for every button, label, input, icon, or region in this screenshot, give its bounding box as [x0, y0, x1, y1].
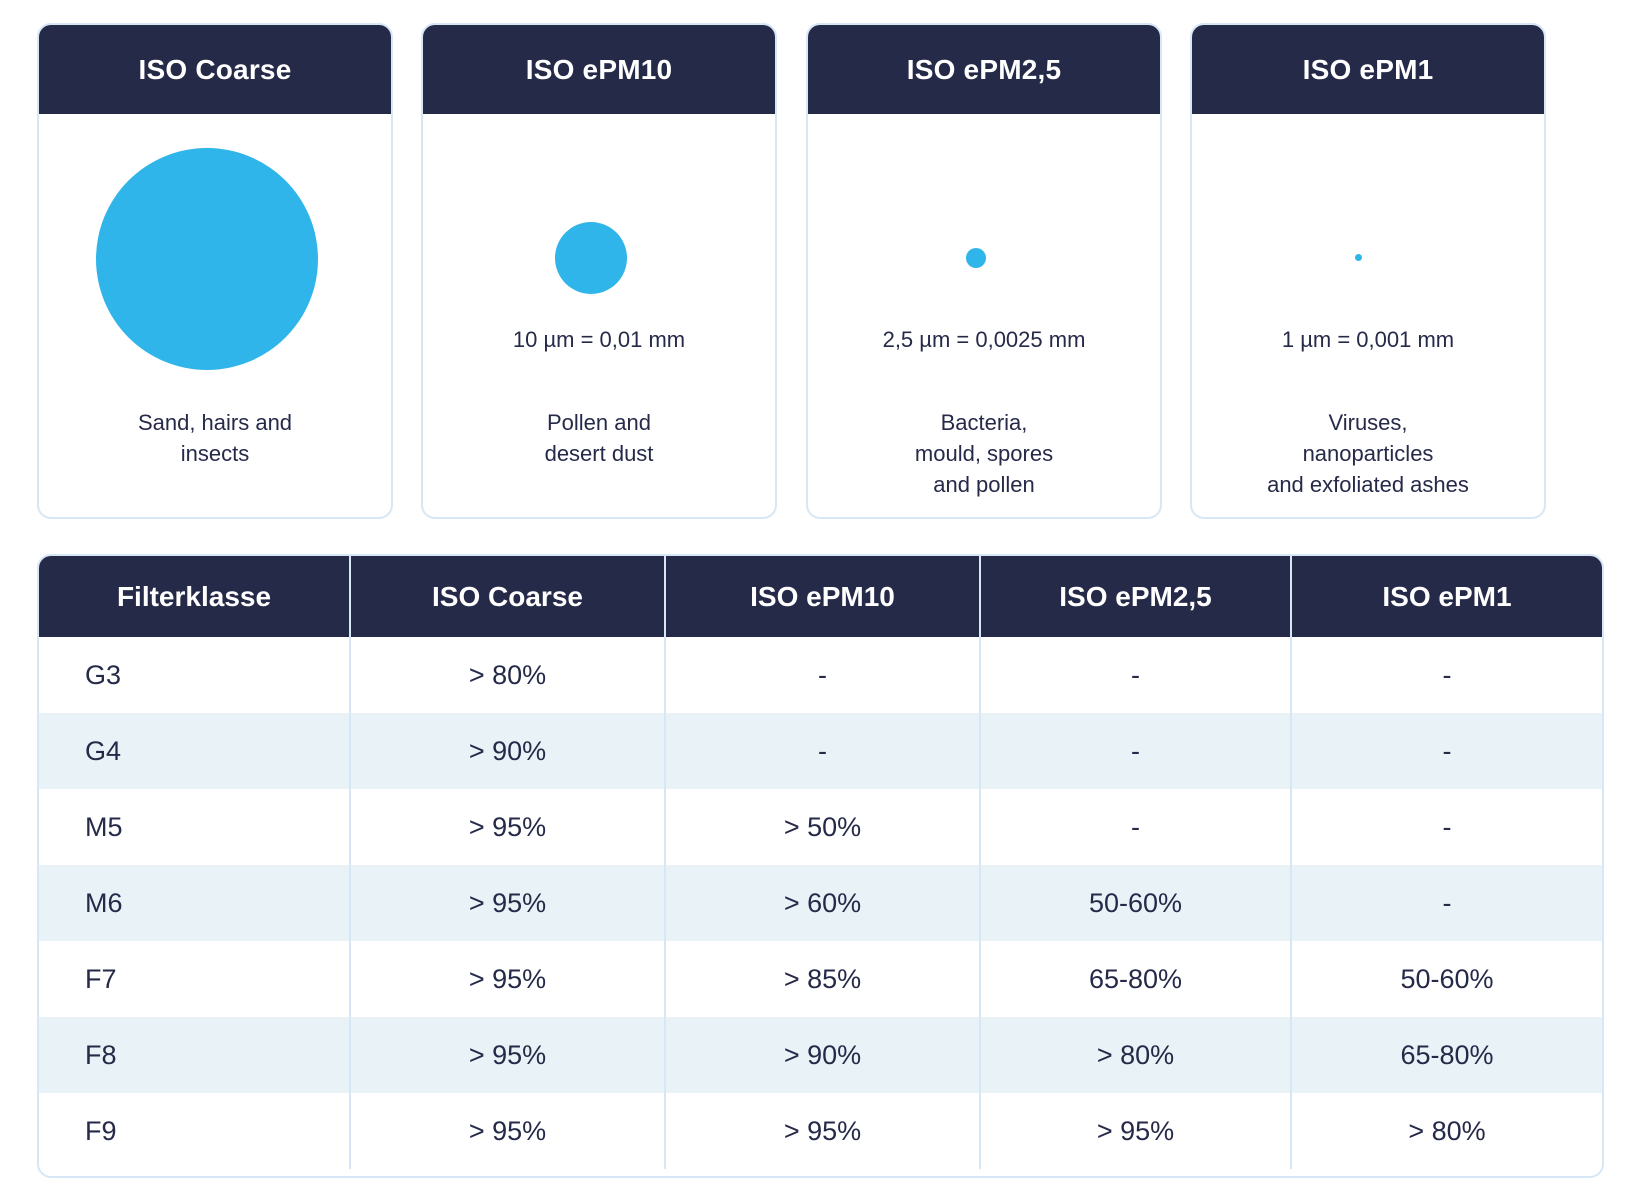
table-header-row: Filterklasse ISO Coarse ISO ePM10 ISO eP…	[39, 556, 1602, 637]
card-description: Bacteria, mould, spores and pollen	[818, 407, 1150, 500]
table-cell: -	[664, 637, 980, 713]
card-description: Viruses, nanoparticles and exfoliated as…	[1202, 407, 1534, 500]
description-line: Sand, hairs and	[137, 410, 293, 435]
column-header: Filterklasse	[39, 556, 350, 637]
table-cell: -	[664, 713, 980, 789]
table-cell: 65-80%	[1290, 1017, 1602, 1093]
table-row: F8 > 95% > 90% > 80% 65-80%	[39, 1017, 1602, 1093]
filter-class-cell: G4	[39, 713, 350, 789]
table-cell: > 60%	[664, 865, 980, 941]
table-cell: > 95%	[349, 1017, 665, 1093]
description-line: Viruses,	[1328, 410, 1408, 435]
particle-epm10-circle	[555, 222, 627, 294]
table-cell: > 95%	[349, 1093, 665, 1169]
filter-class-table: Filterklasse ISO Coarse ISO ePM10 ISO eP…	[37, 554, 1604, 1178]
filter-class-cell: F9	[85, 1115, 117, 1146]
table-cell: > 85%	[664, 941, 980, 1017]
description-line: nanoparticles	[1302, 441, 1434, 466]
table-cell: > 80%	[1290, 1093, 1602, 1169]
description-line: and pollen	[933, 472, 1035, 497]
column-header: ISO ePM10	[664, 556, 980, 637]
table-cell: 50-60%	[1290, 941, 1602, 1017]
table-cell: > 95%	[979, 1093, 1291, 1169]
table-row: G4 > 90% - - -	[39, 713, 1602, 789]
table-cell: 50-60%	[979, 865, 1291, 941]
card-description: Sand, hairs and insects	[49, 407, 381, 469]
table-row: F7 > 95% > 85% 65-80% 50-60%	[39, 941, 1602, 1017]
table-cell: -	[1290, 789, 1602, 865]
table-cell: > 90%	[664, 1017, 980, 1093]
card-title: ISO ePM1	[1192, 25, 1544, 114]
filter-class-cell: G3	[85, 659, 122, 690]
description-line: Bacteria,	[940, 410, 1028, 435]
particle-size-label: 2,5 µm = 0,0025 mm	[882, 327, 1086, 352]
description-line: and exfoliated ashes	[1267, 472, 1469, 497]
table-cell: -	[1290, 865, 1602, 941]
filter-class-cell: F8	[39, 1017, 350, 1093]
card-description: Pollen and desert dust	[433, 407, 765, 469]
table-cell: > 95%	[664, 1093, 980, 1169]
card-iso-epm2-5: ISO ePM2,5 2,5 µm = 0,0025 mm Bacteria, …	[806, 23, 1162, 519]
column-header: ISO Coarse	[349, 556, 665, 637]
table-cell: -	[979, 637, 1291, 713]
particle-size-cards: ISO Coarse Sand, hairs and insects ISO e…	[37, 23, 1604, 519]
description-line: desert dust	[544, 441, 654, 466]
table-cell: > 80%	[349, 637, 665, 713]
table-cell: > 95%	[349, 865, 665, 941]
description-line: insects	[180, 441, 250, 466]
table-cell: > 50%	[664, 789, 980, 865]
table-row: M5 > 95% > 50% - -	[39, 789, 1602, 865]
table-cell: -	[1290, 713, 1602, 789]
card-title: ISO ePM2,5	[808, 25, 1160, 114]
particle-size-label: 10 µm = 0,01 mm	[512, 327, 686, 352]
table-row: M6 > 95% > 60% 50-60% -	[39, 865, 1602, 941]
description-line: Pollen and	[547, 410, 651, 435]
column-header: ISO ePM1	[1290, 556, 1602, 637]
card-iso-epm1: ISO ePM1 1 µm = 0,001 mm Viruses, nanopa…	[1190, 23, 1546, 519]
table-cell: > 95%	[349, 789, 665, 865]
description-line: mould, spores	[914, 441, 1054, 466]
card-iso-epm10: ISO ePM10 10 µm = 0,01 mm Pollen and des…	[421, 23, 777, 519]
table-cell: > 80%	[979, 1017, 1291, 1093]
table-row: G3 > 80% - - -	[39, 637, 1602, 713]
particle-size-label: 1 µm = 0,001 mm	[1281, 327, 1455, 352]
card-title: ISO ePM10	[423, 25, 775, 114]
card-iso-coarse: ISO Coarse Sand, hairs and insects	[37, 23, 393, 519]
filter-class-cell: M6	[39, 865, 350, 941]
table-cell: > 90%	[349, 713, 665, 789]
particle-coarse-circle	[96, 148, 318, 370]
particle-epm1-circle	[1355, 254, 1362, 261]
table-cell: -	[1290, 637, 1602, 713]
particle-epm2-5-circle	[966, 248, 986, 268]
table-row: F9 > 95% > 95% > 95% > 80%	[39, 1093, 1602, 1169]
card-title: ISO Coarse	[39, 25, 391, 114]
table-cell: 65-80%	[979, 941, 1291, 1017]
table-cell: -	[979, 789, 1291, 865]
table-cell: -	[979, 713, 1291, 789]
filter-class-cell: M5	[85, 811, 123, 842]
table-cell: > 95%	[349, 941, 665, 1017]
filter-class-cell: F7	[85, 963, 117, 994]
filter-table: Filterklasse ISO Coarse ISO ePM10 ISO eP…	[39, 556, 1602, 1169]
column-header: ISO ePM2,5	[979, 556, 1291, 637]
